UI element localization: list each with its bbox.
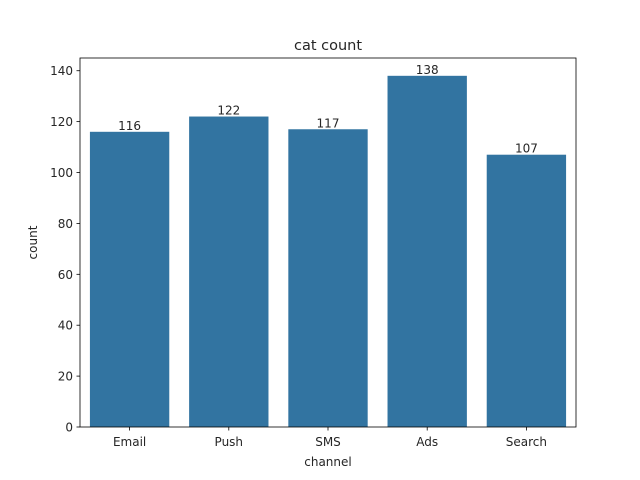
data-label-sms: 117	[317, 116, 340, 130]
chart-title: cat count	[294, 38, 362, 54]
data-label-email: 116	[118, 119, 141, 133]
x-tick-label-ads: Ads	[416, 435, 438, 449]
bar-sms	[288, 129, 368, 427]
y-tick-label-60: 60	[58, 268, 73, 282]
bar-ads	[387, 75, 467, 428]
x-tick-label-sms: SMS	[315, 435, 341, 449]
bar-email	[89, 131, 170, 428]
x-tick-label-push: Push	[215, 435, 244, 449]
y-axis-title: count	[26, 225, 40, 259]
data-label-search: 107	[515, 142, 538, 156]
x-tick-label-email: Email	[113, 435, 146, 449]
bar-search	[486, 154, 567, 428]
y-tick-label-20: 20	[58, 370, 73, 384]
data-labels-group: 116 122 117 138 107	[118, 63, 538, 156]
x-axis: Email Push SMS Ads Search	[113, 427, 547, 449]
y-tick-label-120: 120	[50, 115, 73, 129]
y-tick-label-0: 0	[65, 421, 73, 435]
data-label-ads: 138	[416, 63, 439, 77]
x-tick-label-search: Search	[506, 435, 547, 449]
bar-push	[189, 116, 269, 427]
data-label-push: 122	[217, 104, 240, 118]
y-tick-label-80: 80	[58, 217, 73, 231]
plot-frame	[79, 57, 577, 428]
y-tick-label-100: 100	[50, 166, 73, 180]
bars-group	[89, 75, 567, 428]
y-tick-label-40: 40	[58, 319, 73, 333]
y-tick-label-140: 140	[50, 64, 73, 78]
y-axis: 0 20 40 60 80 100 120 140	[50, 64, 80, 435]
x-axis-title: channel	[304, 455, 351, 469]
